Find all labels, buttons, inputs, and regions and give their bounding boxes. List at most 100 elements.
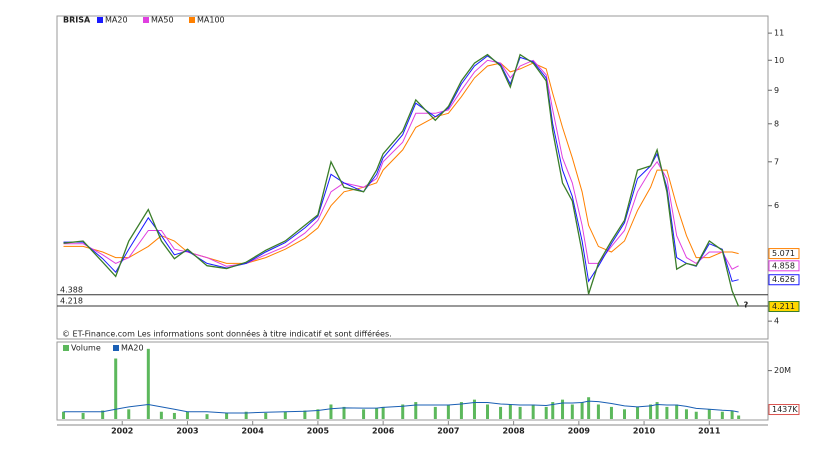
- volume-bar: [459, 402, 463, 419]
- legend-swatch: [97, 17, 103, 23]
- legend-swatch: [113, 345, 119, 351]
- x-tick-label: 2011: [698, 427, 721, 436]
- volume-bar: [561, 399, 565, 419]
- last-value-box: [768, 248, 800, 260]
- legend-label: MA100: [197, 16, 225, 25]
- volume-bar: [342, 406, 346, 419]
- volume-bar: [609, 406, 613, 419]
- volume-bar: [114, 358, 118, 419]
- volume-bar: [225, 412, 229, 419]
- last-value-label: 5.071: [772, 249, 795, 258]
- support-label: 4.218: [60, 297, 83, 306]
- x-tick-label: 2005: [307, 427, 330, 436]
- volume-bar: [580, 402, 584, 419]
- last-value-label: 4.858: [772, 261, 795, 270]
- volume-bar: [446, 404, 450, 419]
- volume-bar: [655, 402, 659, 419]
- volume-bar: [62, 411, 66, 419]
- series-line: [63, 400, 739, 414]
- volume-bar: [622, 409, 626, 419]
- last-value-box: [768, 404, 800, 416]
- volume-panel: [56, 341, 769, 421]
- volume-bar: [675, 404, 679, 419]
- series-line: [63, 59, 739, 270]
- volume-bar: [499, 406, 503, 419]
- legend-swatch: [63, 345, 69, 351]
- volume-bar: [596, 404, 600, 419]
- last-value-label: 1437K: [772, 405, 798, 414]
- volume-bar: [329, 404, 333, 419]
- volume-bar: [737, 415, 741, 419]
- volume-bar: [636, 406, 640, 419]
- volume-bar: [587, 397, 591, 419]
- last-value-label: 4.626: [772, 275, 795, 284]
- series-line: [63, 53, 740, 307]
- volume-bar: [159, 411, 163, 419]
- last-value-box: [768, 260, 800, 272]
- last-value-box: [768, 301, 800, 313]
- volume-bar: [185, 411, 189, 419]
- y-tick-label: 7: [774, 157, 779, 166]
- volume-bar: [381, 406, 385, 419]
- volume-bar: [362, 409, 366, 419]
- volume-bar: [551, 402, 555, 419]
- legend-label: MA50: [151, 16, 174, 25]
- x-tick-label: 2002: [111, 427, 133, 436]
- y-tick-label: 9: [774, 86, 779, 95]
- volume-bar: [472, 399, 476, 419]
- volume-bar: [518, 406, 522, 419]
- volume-bar: [375, 408, 379, 419]
- x-tick-label: 2009: [568, 427, 591, 436]
- volume-bar: [244, 411, 248, 419]
- volume-bar: [127, 409, 131, 419]
- x-tick-label: 2006: [372, 427, 395, 436]
- volume-bar: [707, 409, 711, 419]
- series-line: [63, 62, 739, 264]
- volume-bar: [720, 411, 724, 419]
- volume-bar: [433, 406, 437, 419]
- legend-swatch: [189, 17, 195, 23]
- source-note: © ET-Finance.com Les informations sont d…: [62, 329, 392, 339]
- volume-bar: [414, 402, 418, 419]
- volume-bar: [684, 409, 688, 419]
- volume-bar: [531, 404, 535, 419]
- y-tick-label: 10: [774, 56, 784, 65]
- volume-bar: [508, 404, 512, 419]
- volume-bar: [694, 411, 698, 419]
- x-tick-label: 2007: [437, 427, 459, 436]
- volume-bar: [303, 410, 307, 419]
- x-tick-label: 2008: [502, 427, 525, 436]
- x-tick-label: 2010: [633, 427, 656, 436]
- y-tick-label: 6: [774, 201, 779, 210]
- x-tick-label: 2004: [242, 427, 265, 436]
- annotation: ?: [744, 301, 749, 310]
- y-tick-label: 8: [774, 119, 779, 128]
- volume-bar: [146, 348, 150, 419]
- volume-bar: [205, 414, 209, 419]
- volume-bar: [264, 412, 268, 419]
- volume-bar: [665, 406, 669, 419]
- volume-bar: [283, 411, 287, 419]
- y-tick-label: 11: [774, 29, 784, 38]
- volume-bar: [401, 404, 405, 419]
- x-tick-label: 2003: [176, 427, 198, 436]
- volume-bar: [544, 406, 548, 419]
- y-tick-label: 4: [774, 317, 779, 326]
- legend-label: MA20: [121, 344, 144, 353]
- legend-swatch: [143, 17, 149, 23]
- volume-bar: [101, 410, 105, 419]
- volume-bar: [649, 404, 653, 419]
- last-value-label: 4.211: [772, 302, 795, 311]
- volume-bar: [81, 412, 85, 419]
- last-value-box: [768, 274, 800, 286]
- volume-bar: [316, 409, 320, 419]
- price-panel: [56, 15, 769, 340]
- legend-label: MA20: [105, 16, 128, 25]
- support-label: 4.388: [60, 285, 83, 294]
- legend-title: BRISA: [63, 16, 91, 25]
- series-line: [63, 55, 739, 283]
- volume-bar: [172, 412, 176, 419]
- legend-label: Volume: [71, 344, 101, 353]
- y-tick-label: 20M: [774, 366, 791, 375]
